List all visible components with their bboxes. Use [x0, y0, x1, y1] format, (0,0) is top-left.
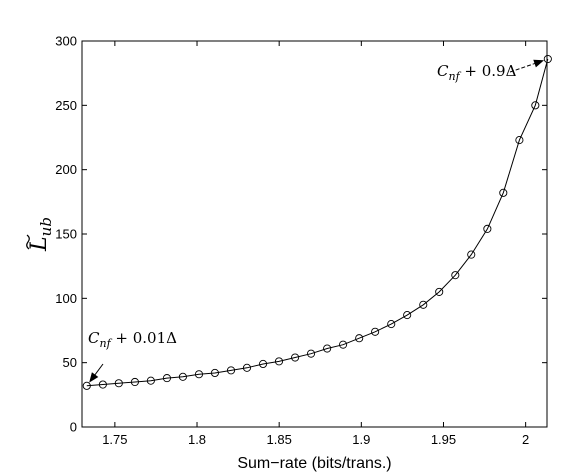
annotation-part-0-0: C — [88, 329, 100, 347]
y-axis-label-main: L — [27, 236, 52, 252]
data-point-20 — [403, 311, 412, 320]
svg-text:Lub: Lub — [27, 217, 55, 252]
x-tick-label-3: 1.9 — [352, 432, 370, 447]
y-tick-label-5: 250 — [55, 98, 77, 113]
annotation-label-1: Cnf + 0.9Δ — [437, 62, 517, 83]
series-layer — [82, 54, 552, 390]
y-axis-ticks: 0 50 100 150 200 250 300 — [55, 34, 547, 435]
x-axis-ticks: 1.75 1.8 1.85 1.9 1.95 2 — [102, 41, 529, 447]
y-tick-label-4: 200 — [55, 162, 77, 177]
annotation-part-1-2: + 0.9Δ — [460, 62, 517, 80]
data-point-1 — [98, 380, 107, 389]
annotation-arrow-head-0 — [89, 372, 99, 383]
annotation-part-0-2: + 0.01Δ — [111, 329, 178, 347]
data-point-18 — [371, 327, 380, 336]
annotation-part-1-0: C — [437, 62, 449, 80]
data-point-16 — [339, 340, 348, 349]
y-tick-label-6: 300 — [55, 34, 77, 49]
plot-frame — [81, 40, 548, 428]
data-point-12 — [274, 357, 284, 366]
data-point-8 — [210, 368, 219, 378]
data-point-17 — [355, 334, 364, 343]
x-tick-label-4: 1.95 — [431, 432, 456, 447]
y-tick-label-3: 150 — [55, 227, 77, 242]
annotation-label-0: Cnf + 0.01Δ — [88, 329, 177, 350]
annotation-part-1-1: nf — [448, 70, 461, 83]
data-point-2 — [114, 379, 123, 388]
data-point-4 — [146, 376, 155, 385]
y-tick-label-2: 100 — [55, 291, 77, 306]
data-point-14 — [306, 349, 316, 358]
x-tick-label-2: 1.85 — [267, 432, 292, 447]
data-point-21 — [419, 300, 428, 309]
annotation-part-0-1: nf — [99, 337, 112, 350]
data-point-6 — [178, 372, 187, 381]
data-point-19 — [387, 320, 396, 329]
data-point-24 — [467, 250, 476, 259]
data-point-27 — [515, 136, 524, 145]
annotation-arrow-line-0 — [93, 363, 104, 377]
data-point-10 — [242, 363, 252, 372]
data-point-11 — [259, 359, 268, 369]
annotation-arrow-line-1 — [509, 62, 537, 73]
y-tick-label-0: 0 — [70, 420, 77, 435]
data-point-29 — [543, 54, 552, 64]
data-point-15 — [323, 344, 332, 353]
data-point-22 — [435, 287, 444, 296]
x-tick-label-1: 1.8 — [188, 432, 206, 447]
y-tick-label-1: 50 — [63, 355, 77, 370]
series-line-0 — [86, 58, 549, 387]
data-point-13 — [291, 353, 300, 362]
data-point-7 — [194, 370, 204, 379]
y-axis-label-tilde — [26, 234, 30, 250]
data-point-0 — [82, 381, 91, 390]
annotation-arrow-head-1 — [533, 59, 545, 68]
data-point-9 — [226, 366, 236, 375]
data-point-3 — [130, 377, 139, 387]
data-point-25 — [483, 224, 492, 233]
y-axis-label: Lub — [26, 217, 55, 252]
data-point-5 — [162, 374, 171, 383]
x-tick-label-0: 1.75 — [102, 432, 127, 447]
data-point-26 — [499, 188, 508, 197]
data-point-23 — [451, 271, 460, 280]
x-tick-label-5: 2 — [522, 432, 529, 447]
y-axis-label-sub: ub — [37, 217, 55, 236]
data-point-28 — [531, 101, 540, 110]
x-axis-label: Sum−rate (bits/trans.) — [237, 455, 391, 472]
